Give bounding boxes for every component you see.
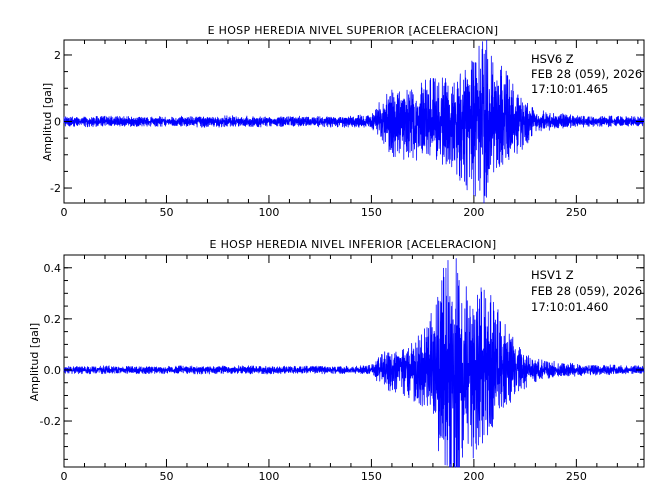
x-tick-label: 200 [463,206,484,219]
trace-upper [63,39,645,204]
chart-title-lower: E HOSP HEREDIA NIVEL INFERIOR [ACELERACI… [210,238,497,251]
panel-lower: E HOSP HEREDIA NIVEL INFERIOR [ACELERACI… [28,238,645,483]
trace-lower [63,258,645,468]
panel-upper: E HOSP HEREDIA NIVEL SUPERIOR [ACELERACI… [41,24,645,219]
x-tick-label: 100 [258,470,279,483]
x-tick-label: 0 [61,206,68,219]
x-tick-label: 100 [258,206,279,219]
y-tick-label: -0.2 [40,415,61,428]
x-tick-label: 250 [566,206,587,219]
waveform-line [63,258,645,468]
waveform-line [63,39,645,204]
y-axis-label-lower: Amplitud [gal] [28,323,41,401]
axis-ticks-upper: 0 50 100 150 200 250-202 [50,40,644,219]
station-time-lower: 17:10:01.460 [531,300,608,314]
x-tick-label: 150 [361,470,382,483]
x-tick-label: 50 [159,470,173,483]
y-tick-label: 2 [54,49,61,62]
station-date-lower: FEB 28 (059), 2026 [531,284,642,298]
y-tick-label: 0.2 [44,313,62,326]
station-annotation-lower: HSV1 Z FEB 28 (059), 2026 17:10:01.460 [531,268,642,314]
axis-ticks-lower: 0 50 100 150 200 250 -0.2 0.0 0.2 0.4 [40,254,644,483]
station-date-upper: FEB 28 (059), 2026 [531,67,642,81]
station-code-lower: HSV1 Z [531,268,574,282]
plot-frame-lower [63,254,645,468]
y-tick-label: 0.0 [44,364,62,377]
x-tick-label: 50 [159,206,173,219]
station-code-upper: HSV6 Z [531,52,574,66]
station-annotation-upper: HSV6 Z FEB 28 (059), 2026 17:10:01.465 [531,52,642,96]
y-axis-label-upper: Amplitud [gal] [41,83,54,161]
station-time-upper: 17:10:01.465 [531,82,608,96]
x-tick-label: 150 [361,206,382,219]
x-tick-label: 0 [61,470,68,483]
y-tick-label: 0 [54,116,61,129]
x-tick-label: 200 [463,470,484,483]
y-tick-label: 0.4 [44,262,62,275]
x-tick-label: 250 [566,470,587,483]
y-tick-label: -2 [50,182,61,195]
chart-title-upper: E HOSP HEREDIA NIVEL SUPERIOR [ACELERACI… [208,24,499,37]
